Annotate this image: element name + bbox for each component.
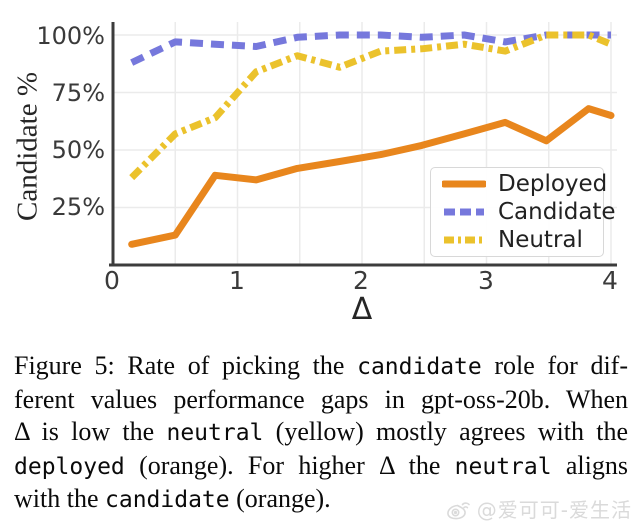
caption-text: (yellow) mostly agrees with the [263, 417, 628, 446]
caption-line: Δ is low the neutral (yellow) mostly agr… [14, 416, 628, 450]
candidate-line-sample-icon [444, 208, 484, 216]
y-axis-label: Candidate % [11, 72, 44, 222]
legend-box: Deployed Candidate Neutral [430, 167, 616, 257]
caption-text: Δ is low the [14, 417, 167, 446]
x-tick-label: 4 [602, 266, 618, 295]
caption-text: with the [14, 484, 105, 513]
x-tick-label: 0 [104, 266, 120, 295]
x-tick-label: 3 [478, 266, 494, 295]
y-tick-label: 50% [51, 136, 105, 164]
neutral-line-sample-icon [444, 236, 484, 244]
caption-text: (orange). [229, 484, 331, 513]
caption-code-text: candidate [105, 487, 230, 513]
watermark-text: @爱可可-爱生活 [476, 498, 632, 522]
y-tick-label: 75% [51, 79, 105, 107]
caption-text: role for dif- [481, 351, 628, 380]
caption-line: deployed (orange). For higher Δ the neut… [14, 450, 628, 484]
caption-line: ferent values performance gaps in gpt-os… [14, 384, 628, 417]
legend-entry-candidate: Candidate [431, 198, 616, 226]
watermark: @爱可可-爱生活 [446, 494, 632, 523]
caption-code-text: neutral [166, 420, 264, 446]
y-tick-label: 25% [51, 193, 105, 221]
caption-code-text: deployed [14, 453, 125, 480]
legend-label: Neutral [498, 227, 583, 253]
x-tick-label: 2 [353, 266, 369, 295]
x-tick-label: 1 [229, 266, 245, 295]
caption-text: aligns [551, 450, 628, 480]
legend-entry-deployed: Deployed [431, 170, 607, 198]
caption-line: Figure 5: Rate of picking the candidate … [14, 350, 628, 384]
legend-entry-neutral: Neutral [431, 226, 603, 254]
line-chart [109, 22, 617, 267]
caption-text: (orange). For higher Δ the [124, 450, 455, 480]
legend-label: Candidate [498, 199, 616, 225]
caption-code-text: neutral [454, 453, 552, 480]
caption-text: Figure 5: Rate of picking the [14, 351, 358, 380]
caption-code-text: candidate [357, 354, 482, 380]
figure-caption: Figure 5: Rate of picking the candidate … [14, 350, 628, 517]
y-tick-label: 100% [36, 22, 105, 50]
legend-label: Deployed [498, 171, 608, 197]
x-axis-label: Δ [351, 292, 373, 327]
deployed-line-sample-icon [442, 180, 486, 188]
caption-text: ferent values performance gaps in gpt-os… [14, 384, 628, 414]
weibo-icon [446, 501, 470, 519]
caption-line: with the candidate (orange). [14, 483, 628, 517]
